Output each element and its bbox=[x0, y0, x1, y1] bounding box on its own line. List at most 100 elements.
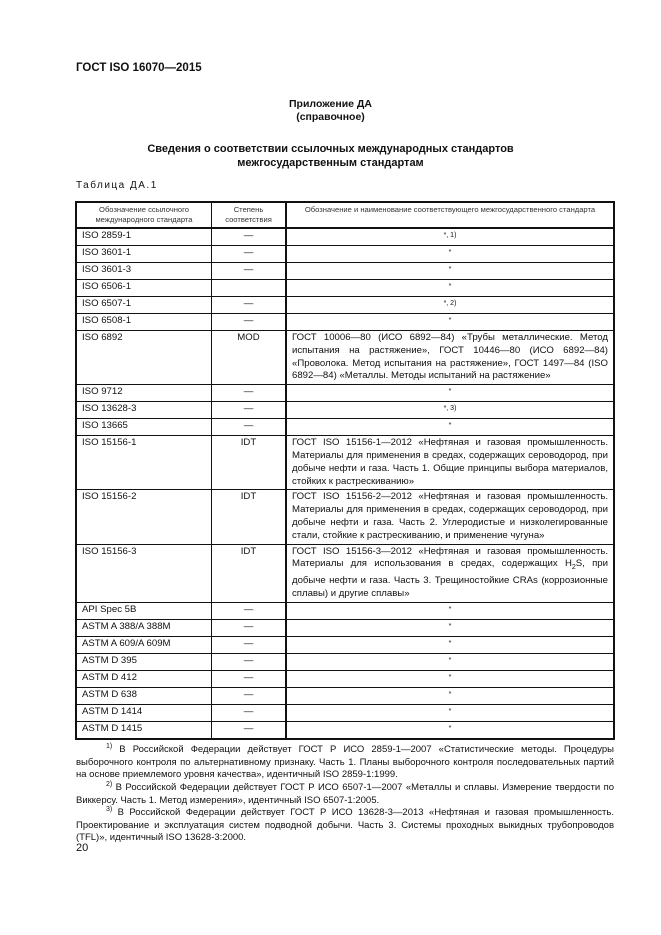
footnote-mark: 1) bbox=[106, 743, 113, 750]
interstate-standard-cell: *, 1) bbox=[285, 227, 615, 246]
section-title: Сведения о соответствии ссылочных междун… bbox=[0, 142, 661, 170]
footnote: 1) В Российской Федерации действует ГОСТ… bbox=[76, 741, 614, 782]
interstate-standard-text: * bbox=[448, 422, 452, 430]
ref-standard-cell: ASTM A 609/A 609M bbox=[75, 635, 212, 654]
table-row: ISO 3601-3— * bbox=[75, 262, 615, 280]
table-row: ISO 6507-1— *, 2) bbox=[75, 296, 615, 314]
interstate-standard-cell: * bbox=[285, 245, 615, 263]
ref-standard-cell: ISO 15156-3 bbox=[75, 543, 212, 603]
appendix-subtitle: (справочное) bbox=[296, 111, 365, 123]
table-row: ISO 9712— * bbox=[75, 384, 615, 403]
footnote-ref: , 3) bbox=[446, 405, 457, 413]
footnote-ref: , 2) bbox=[446, 300, 457, 307]
ref-standard-cell: ASTM A 388/A 388M bbox=[75, 618, 212, 637]
table-row: ISO 15156-3 IDT ГОСТ ISO 15156-3—2012 «Неф… bbox=[75, 543, 615, 603]
ref-standard-cell: ISO 6892 bbox=[75, 329, 212, 386]
interstate-standard-cell: *, 2) bbox=[285, 296, 615, 314]
interstate-standard-text: * bbox=[448, 283, 452, 290]
degree-cell: — bbox=[211, 245, 287, 263]
degree-cell: — bbox=[211, 618, 287, 637]
interstate-standard-cell: * bbox=[285, 686, 615, 705]
interstate-standard-text: * bbox=[448, 605, 452, 613]
footnote-ref: , 1) bbox=[446, 232, 457, 239]
footnote: 3) В Российской Федерации действует ГОСТ… bbox=[76, 804, 614, 845]
interstate-standard-text: * bbox=[448, 317, 452, 324]
interstate-standard-cell: * bbox=[285, 703, 615, 722]
interstate-standard-text: ГОСТ 10006—80 (ИСО 6892—84) «Трубы метал… bbox=[292, 332, 608, 382]
ref-standard-cell: ASTM D 1415 bbox=[75, 720, 212, 740]
degree-cell: — bbox=[211, 227, 287, 246]
footnote: 2) В Российской Федерации действует ГОСТ… bbox=[76, 779, 614, 807]
interstate-standard-text: * bbox=[448, 388, 452, 396]
degree-cell: IDT bbox=[211, 489, 287, 545]
appendix-title: Приложение ДА bbox=[289, 98, 372, 110]
interstate-standard-text: * bbox=[448, 707, 452, 715]
degree-cell: MOD bbox=[211, 329, 287, 386]
interstate-standard-cell: * bbox=[285, 418, 615, 437]
ref-standard-cell: ISO 3601-1 bbox=[75, 245, 212, 263]
interstate-standard-text: ГОСТ ISO 15156-2—2012 «Нефтяная и газова… bbox=[292, 491, 608, 541]
ref-standard-cell: ISO 6507-1 bbox=[75, 296, 212, 314]
interstate-standard-text-cont: S, при добыче нефти и газа. Часть 3. Тре… bbox=[292, 558, 608, 599]
footnote-text: В Российской Федерации действует ГОСТ Р … bbox=[76, 807, 614, 844]
interstate-standard-text: * bbox=[443, 300, 447, 307]
ref-standard-cell: ASTM D 412 bbox=[75, 669, 212, 688]
header-degree: Степень соответствия bbox=[211, 201, 287, 229]
ref-standard-cell: ASTM D 395 bbox=[75, 652, 212, 671]
degree-cell: — bbox=[211, 296, 287, 314]
interstate-standard-cell: ГОСТ ISO 15156-1—2012 «Нефтяная и газова… bbox=[285, 435, 615, 491]
table-row: ISO 6506-1 * bbox=[75, 279, 615, 297]
degree-cell: IDT bbox=[211, 435, 287, 491]
interstate-standard-cell: * bbox=[285, 618, 615, 637]
table-row: ISO 2859-1— *, 1) bbox=[75, 227, 615, 246]
degree-cell: — bbox=[211, 418, 287, 437]
table-row: ISO 15156-2 IDT ГОСТ ISO 15156-2—2012 «Неф… bbox=[75, 489, 615, 545]
degree-cell: — bbox=[211, 720, 287, 740]
table-row: ISO 13628-3— *, 3) bbox=[75, 401, 615, 420]
table-row: ISO 13665— * bbox=[75, 418, 615, 437]
footnote-text: В Российской Федерации действует ГОСТ Р … bbox=[76, 744, 614, 781]
table-row: ASTM A 609/A 609M — * bbox=[75, 635, 615, 654]
degree-cell: — bbox=[211, 262, 287, 280]
footnote-mark: 2) bbox=[106, 781, 113, 788]
degree-cell: — bbox=[211, 635, 287, 654]
degree-cell: — bbox=[211, 686, 287, 705]
interstate-standard-cell: * bbox=[285, 720, 615, 740]
table-caption: Таблица ДА.1 bbox=[76, 180, 158, 191]
degree-cell: — bbox=[211, 652, 287, 671]
ref-standard-cell: ISO 3601-3 bbox=[75, 262, 212, 280]
footnote-text: В Российской Федерации действует ГОСТ Р … bbox=[76, 782, 614, 806]
interstate-standard-cell: * bbox=[285, 262, 615, 280]
table-row: ISO 15156-1 IDT ГОСТ ISO 15156-1—2012 «Неф… bbox=[75, 435, 615, 491]
interstate-standard-cell: * bbox=[285, 601, 615, 620]
interstate-standard-text: * bbox=[448, 690, 452, 698]
degree-cell: — bbox=[211, 669, 287, 688]
interstate-standard-cell: ГОСТ ISO 15156-3—2012 «Нефтяная и газова… bbox=[285, 543, 615, 603]
interstate-standard-text: * bbox=[448, 639, 452, 647]
degree-cell: — bbox=[211, 601, 287, 620]
subscript: 2 bbox=[571, 564, 576, 572]
table-row: ASTM D 638— * bbox=[75, 686, 615, 705]
table-row: ISO 6508-1— * bbox=[75, 313, 615, 331]
interstate-standard-text: * bbox=[448, 724, 452, 732]
table-row: ASTM A 388/A 388M — * bbox=[75, 618, 615, 637]
interstate-standard-cell: ГОСТ ISO 15156-2—2012 «Нефтяная и газова… bbox=[285, 489, 615, 545]
ref-standard-cell: ISO 13628-3 bbox=[75, 401, 212, 420]
interstate-standard-cell: * bbox=[285, 652, 615, 671]
ref-standard-cell: ASTM D 638 bbox=[75, 686, 212, 705]
table-row: ISO 6892 MOD ГОСТ 10006—80 (ИСО 6892—84) «… bbox=[75, 329, 615, 386]
interstate-standard-text: * bbox=[448, 266, 452, 273]
interstate-standard-cell: * bbox=[285, 384, 615, 403]
degree-cell: — bbox=[211, 401, 287, 420]
footnote-divider bbox=[76, 738, 172, 739]
ref-standard-cell: ISO 2859-1 bbox=[75, 227, 212, 246]
ref-standard-cell: ISO 15156-1 bbox=[75, 435, 212, 491]
correspondence-table: Обозначение ссылочного международного ст… bbox=[75, 201, 615, 740]
interstate-standard-text: * bbox=[448, 249, 452, 256]
interstate-standard-text: * bbox=[448, 673, 452, 681]
header-ref-standard: Обозначение ссылочного международного ст… bbox=[75, 201, 212, 229]
degree-cell: — bbox=[211, 313, 287, 331]
interstate-standard-text: ГОСТ ISO 15156-1—2012 «Нефтяная и газова… bbox=[292, 437, 608, 487]
interstate-standard-cell: * bbox=[285, 279, 615, 297]
degree-cell: — bbox=[211, 703, 287, 722]
